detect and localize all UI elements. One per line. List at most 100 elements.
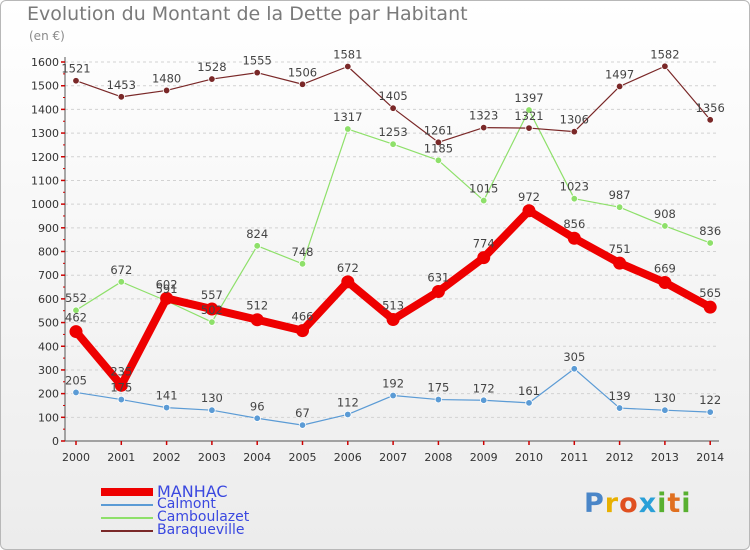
data-label: 1506 — [288, 65, 317, 79]
logo-letter: r — [604, 488, 620, 519]
legend-swatch — [101, 529, 153, 532]
data-label: 1581 — [333, 48, 362, 62]
data-point — [69, 325, 83, 339]
legend-item-manhac: MANHAC — [101, 482, 249, 501]
data-point — [117, 278, 125, 286]
y-tick-label: 0 — [52, 435, 59, 448]
x-tick-label: 2007 — [379, 451, 407, 464]
data-label: 161 — [518, 384, 540, 398]
data-label: 1023 — [560, 180, 589, 194]
x-tick-label: 2005 — [289, 451, 317, 464]
data-point — [341, 275, 355, 289]
data-point — [525, 399, 533, 407]
data-label: 836 — [699, 224, 721, 238]
data-label: 669 — [654, 262, 676, 276]
data-label: 751 — [609, 242, 631, 256]
data-label: 908 — [654, 207, 676, 221]
data-label: 972 — [518, 190, 540, 204]
legend-swatch — [101, 516, 153, 519]
legend-label: Baraqueville — [157, 522, 245, 538]
data-point — [162, 86, 171, 95]
data-point — [386, 312, 400, 326]
y-tick-label: 300 — [38, 364, 59, 377]
data-point — [162, 403, 171, 412]
data-label: 1356 — [696, 101, 725, 115]
data-point — [706, 239, 714, 247]
data-point — [253, 68, 261, 77]
y-tick-label: 1000 — [31, 198, 59, 211]
data-label: 602 — [156, 277, 178, 291]
chart-legend: MANHAC Calmont Camboulazet Baraqueville — [101, 482, 249, 538]
data-point — [480, 123, 488, 132]
data-label: 466 — [292, 310, 314, 324]
data-label: 305 — [563, 350, 585, 364]
data-point — [253, 414, 261, 422]
data-point — [658, 276, 672, 290]
data-point — [344, 62, 352, 71]
y-tick-label: 400 — [38, 340, 59, 353]
data-label: 774 — [473, 237, 495, 251]
logo-letter: P — [584, 488, 605, 519]
data-point — [298, 421, 307, 429]
data-point — [706, 116, 714, 124]
data-label: 175 — [427, 381, 449, 395]
logo-letter: x — [638, 488, 658, 519]
x-tick-label: 2010 — [515, 451, 543, 464]
data-point — [298, 80, 307, 88]
chart-title: Evolution du Montant de la Dette par Hab… — [27, 3, 468, 25]
data-point — [706, 408, 714, 416]
data-point — [661, 406, 669, 414]
data-label: 631 — [427, 271, 449, 285]
x-tick-label: 2006 — [334, 451, 362, 464]
legend-swatch — [101, 503, 153, 506]
data-label: 591 — [156, 282, 178, 296]
data-point — [208, 75, 216, 83]
data-label: 235 — [110, 364, 132, 378]
data-point — [389, 104, 397, 112]
data-label: 462 — [65, 311, 87, 325]
data-label: 1453 — [107, 78, 136, 92]
y-tick-label: 1600 — [31, 56, 59, 69]
data-point — [525, 106, 533, 114]
data-point — [208, 406, 216, 414]
data-label: 565 — [699, 286, 721, 300]
data-label: 1405 — [378, 89, 407, 103]
data-label: 112 — [337, 395, 359, 409]
data-label: 192 — [382, 377, 404, 391]
data-point — [615, 82, 624, 91]
data-label: 1497 — [605, 67, 634, 81]
y-tick-label: 200 — [38, 388, 59, 401]
legend-item-calmont: Calmont — [101, 497, 249, 511]
y-tick-label: 500 — [38, 317, 59, 330]
legend-label: MANHAC — [157, 482, 228, 501]
data-label: 557 — [201, 288, 223, 302]
legend-item-baraqueville: Baraqueville — [101, 522, 249, 538]
data-point — [703, 300, 717, 314]
y-tick-label: 800 — [38, 246, 59, 259]
data-label: 1480 — [152, 71, 181, 85]
data-label: 1306 — [560, 113, 589, 127]
data-label: 856 — [563, 217, 585, 231]
data-label: 96 — [250, 399, 265, 413]
x-tick-label: 2001 — [107, 451, 135, 464]
data-label: 1582 — [650, 47, 679, 61]
data-label: 67 — [295, 406, 310, 420]
data-point — [72, 306, 80, 314]
data-point — [253, 242, 261, 250]
x-tick-label: 2012 — [606, 451, 634, 464]
y-tick-label: 1500 — [31, 80, 59, 93]
data-label: 130 — [201, 391, 223, 405]
data-label: 1397 — [514, 91, 543, 105]
data-point — [344, 410, 352, 419]
data-point — [114, 378, 128, 392]
logo-letter: i — [681, 488, 692, 519]
data-label: 1317 — [333, 110, 362, 124]
logo-letter: i — [657, 488, 668, 519]
x-tick-label: 2002 — [153, 451, 181, 464]
data-point — [434, 395, 443, 404]
data-point — [525, 124, 533, 132]
y-tick-label: 900 — [38, 222, 59, 235]
logo-letter: o — [619, 488, 639, 519]
data-label: 672 — [337, 261, 359, 275]
